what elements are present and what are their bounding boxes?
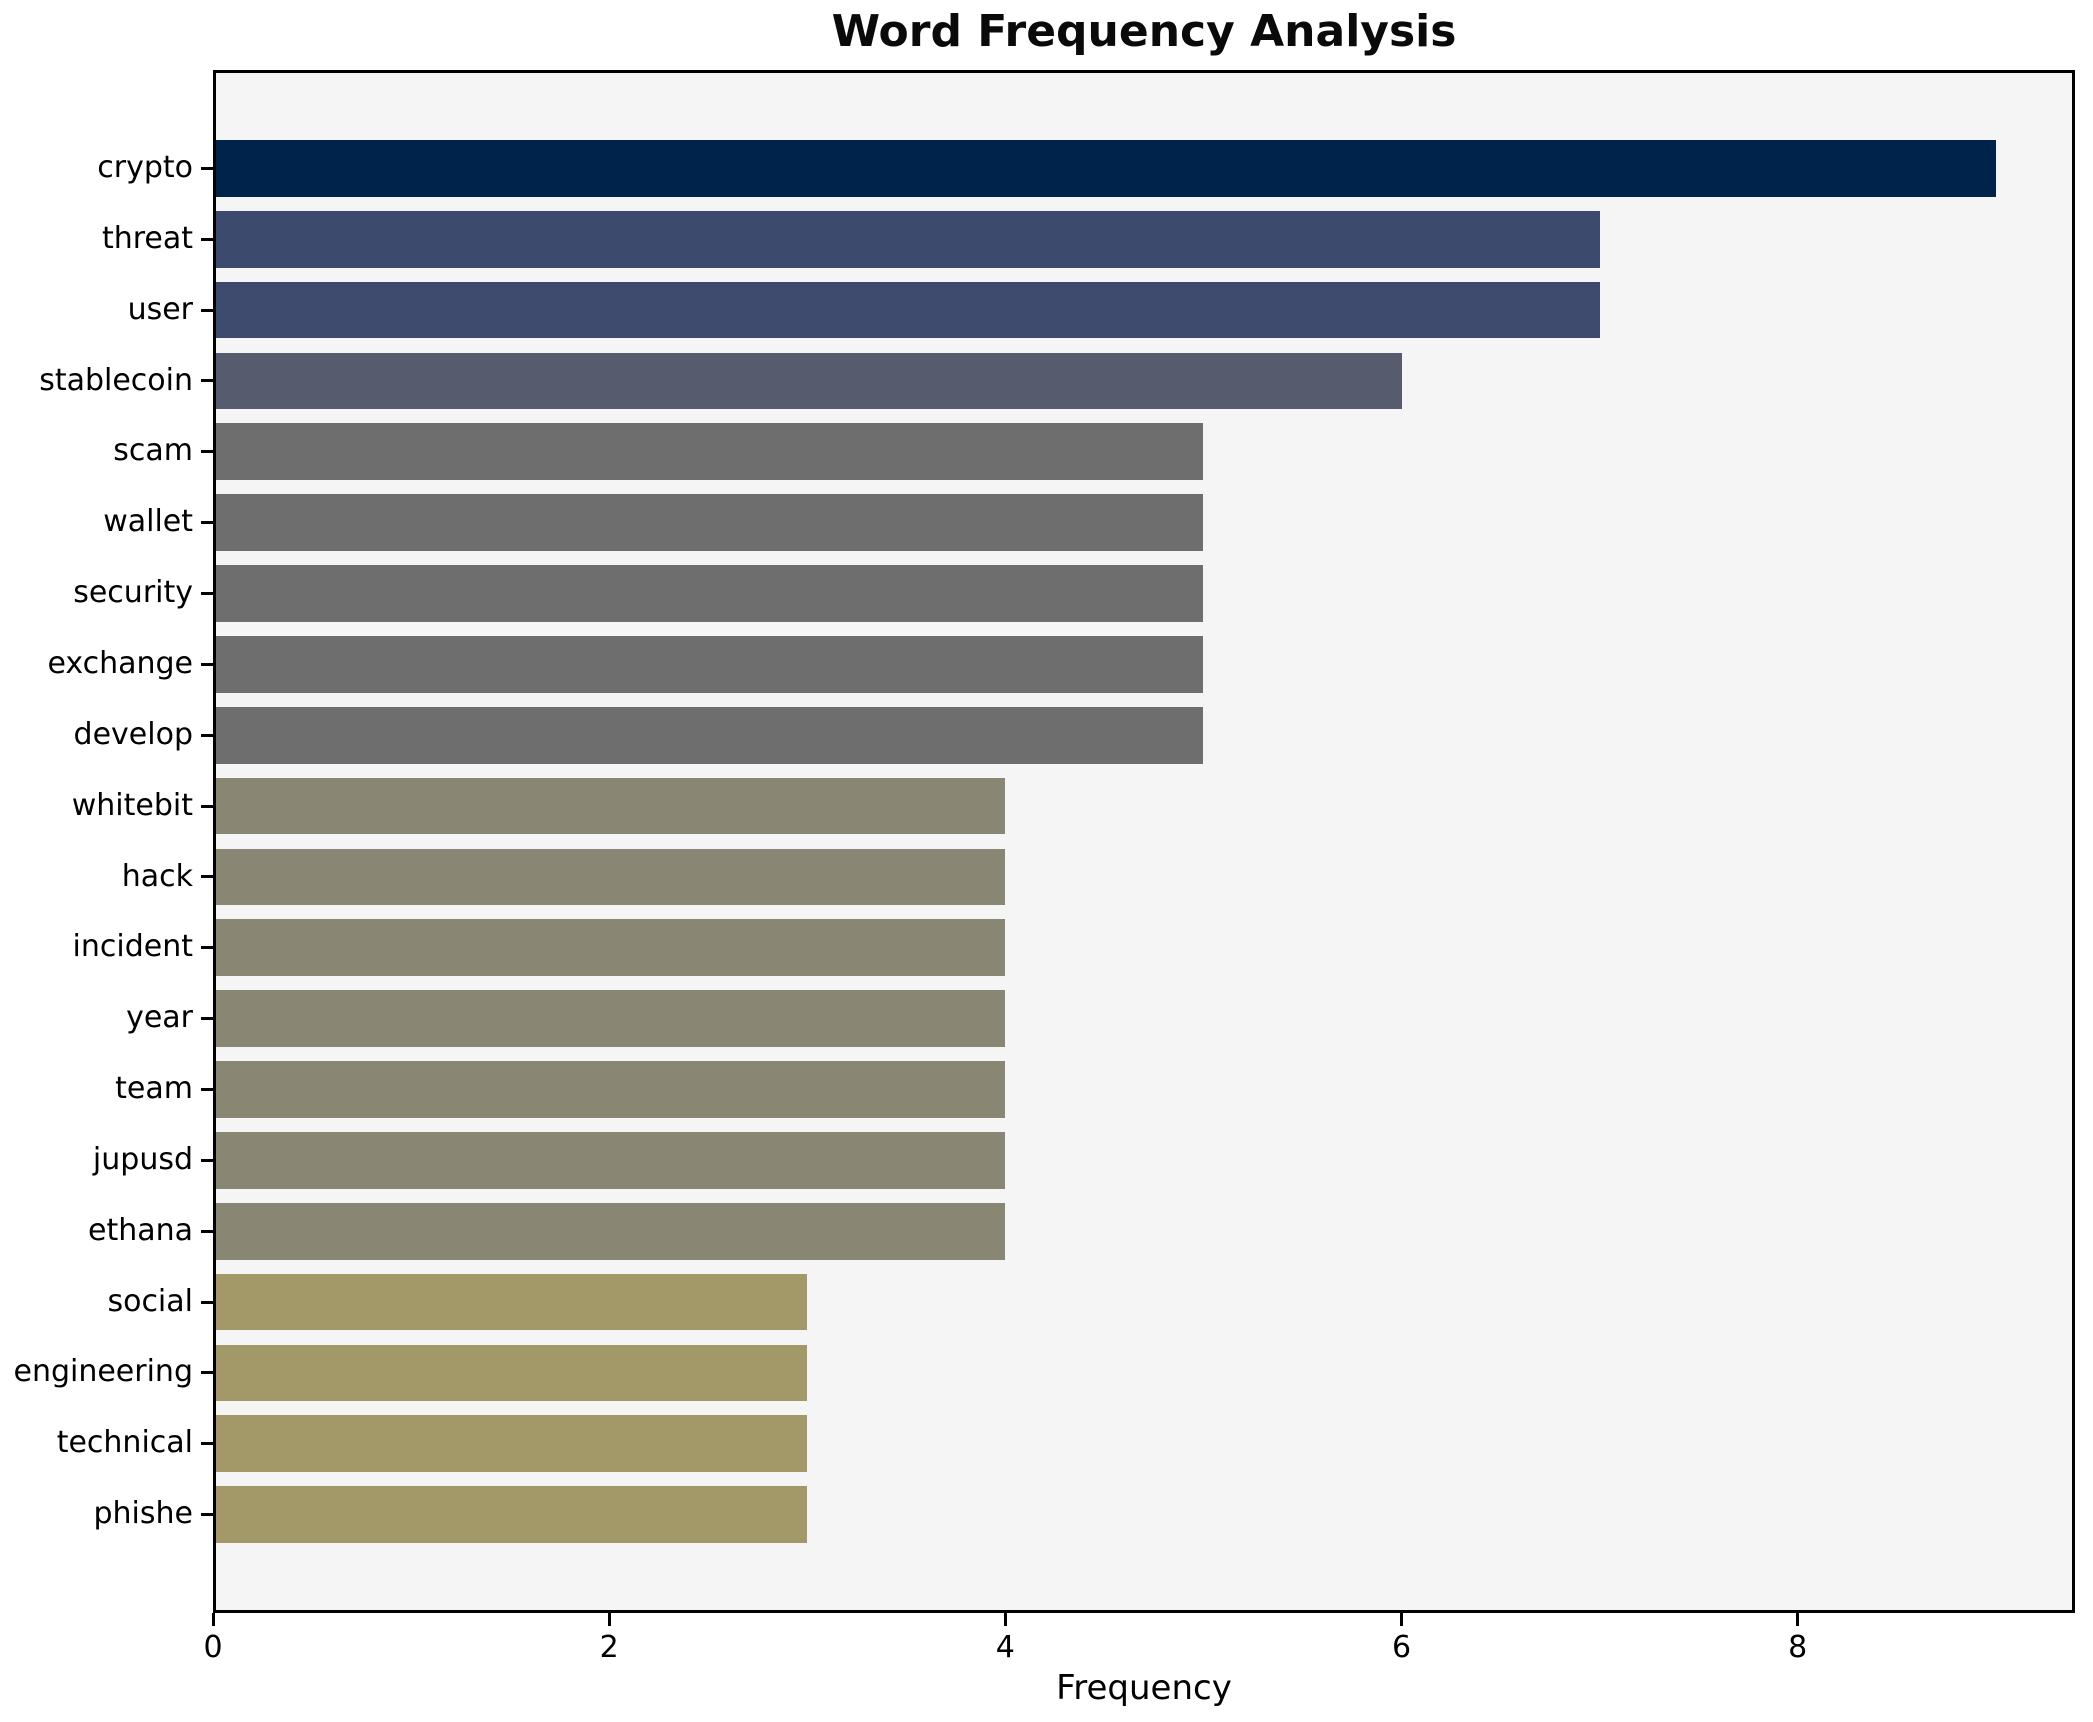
bar-wallet [213, 494, 1204, 551]
y-tick-label-security: security [73, 575, 193, 611]
bar-hack [213, 848, 1006, 906]
y-tick-label-engineering: engineering [13, 1354, 193, 1390]
y-tick-label-user: user [127, 291, 193, 327]
bar-security [213, 565, 1204, 622]
x-tick-mark [1400, 1613, 1403, 1626]
y-tick-mark [201, 379, 213, 383]
bar-engineering [213, 1344, 808, 1402]
x-tick-label-2: 2 [599, 1630, 619, 1665]
y-tick-label-exchange: exchange [47, 645, 193, 681]
y-tick-mark [201, 1087, 213, 1091]
y-tick-mark [201, 166, 213, 170]
y-tick-mark [201, 1158, 213, 1162]
bar-social [213, 1273, 808, 1331]
y-tick-label-social: social [107, 1283, 193, 1319]
x-tick-label-6: 6 [1391, 1630, 1412, 1665]
y-tick-mark [201, 1017, 213, 1021]
y-tick-label-technical: technical [56, 1425, 193, 1461]
bar-exchange [213, 636, 1204, 693]
bar-whitebit [213, 777, 1006, 835]
y-tick-label-wallet: wallet [103, 504, 193, 540]
bar-phishe [213, 1486, 808, 1543]
y-tick-mark [201, 1513, 213, 1517]
y-tick-mark [201, 237, 213, 241]
x-tick-mark [1796, 1613, 1800, 1626]
y-tick-label-ethana: ethana [87, 1212, 193, 1248]
bar-incident [213, 919, 1006, 977]
y-tick-label-threat: threat [101, 220, 193, 256]
y-tick-label-team: team [115, 1071, 193, 1107]
y-tick-mark [201, 875, 213, 879]
bar-ethana [213, 1202, 1006, 1260]
x-tick-label-4: 4 [995, 1630, 1015, 1665]
y-tick-mark [201, 946, 213, 950]
y-tick-mark [201, 1300, 213, 1304]
y-tick-mark [201, 308, 213, 312]
x-tick-mark [607, 1613, 611, 1626]
y-tick-label-develop: develop [73, 716, 193, 752]
y-tick-mark [201, 592, 213, 596]
y-tick-label-stablecoin: stablecoin [39, 362, 193, 398]
x-axis-label: Frequency [1056, 1668, 1232, 1708]
y-tick-mark [201, 521, 213, 525]
bar-technical [213, 1415, 808, 1473]
y-tick-mark [201, 450, 213, 454]
x-tick-mark [1003, 1613, 1007, 1626]
y-tick-label-phishe: phishe [93, 1496, 194, 1532]
y-tick-label-crypto: crypto [97, 150, 193, 185]
y-tick-label-incident: incident [72, 929, 193, 965]
bar-year [213, 990, 1006, 1047]
bar-crypto [213, 140, 1996, 197]
y-tick-label-whitebit: whitebit [71, 787, 193, 823]
plot-area [213, 70, 2075, 1613]
y-tick-label-jupusd: jupusd [92, 1141, 193, 1177]
y-tick-mark [201, 662, 213, 666]
x-tick-mark [211, 1613, 215, 1626]
bar-threat [213, 210, 1600, 268]
y-tick-mark [201, 1442, 213, 1446]
y-tick-label-year: year [126, 1000, 193, 1036]
bar-user [213, 281, 1600, 339]
y-tick-label-hack: hack [121, 858, 193, 894]
y-tick-mark [201, 1229, 213, 1233]
bar-jupusd [213, 1131, 1006, 1189]
y-tick-mark [201, 1371, 213, 1375]
x-tick-label-0: 0 [203, 1630, 223, 1665]
x-tick-label-8: 8 [1788, 1630, 1808, 1665]
bar-stablecoin [213, 352, 1402, 410]
y-tick-mark [201, 733, 213, 737]
y-tick-mark [201, 804, 213, 808]
y-tick-label-scam: scam [113, 433, 193, 469]
bar-develop [213, 706, 1204, 764]
chart-title: Word Frequency Analysis [831, 6, 1457, 57]
bar-team [213, 1061, 1006, 1118]
bar-scam [213, 423, 1204, 481]
